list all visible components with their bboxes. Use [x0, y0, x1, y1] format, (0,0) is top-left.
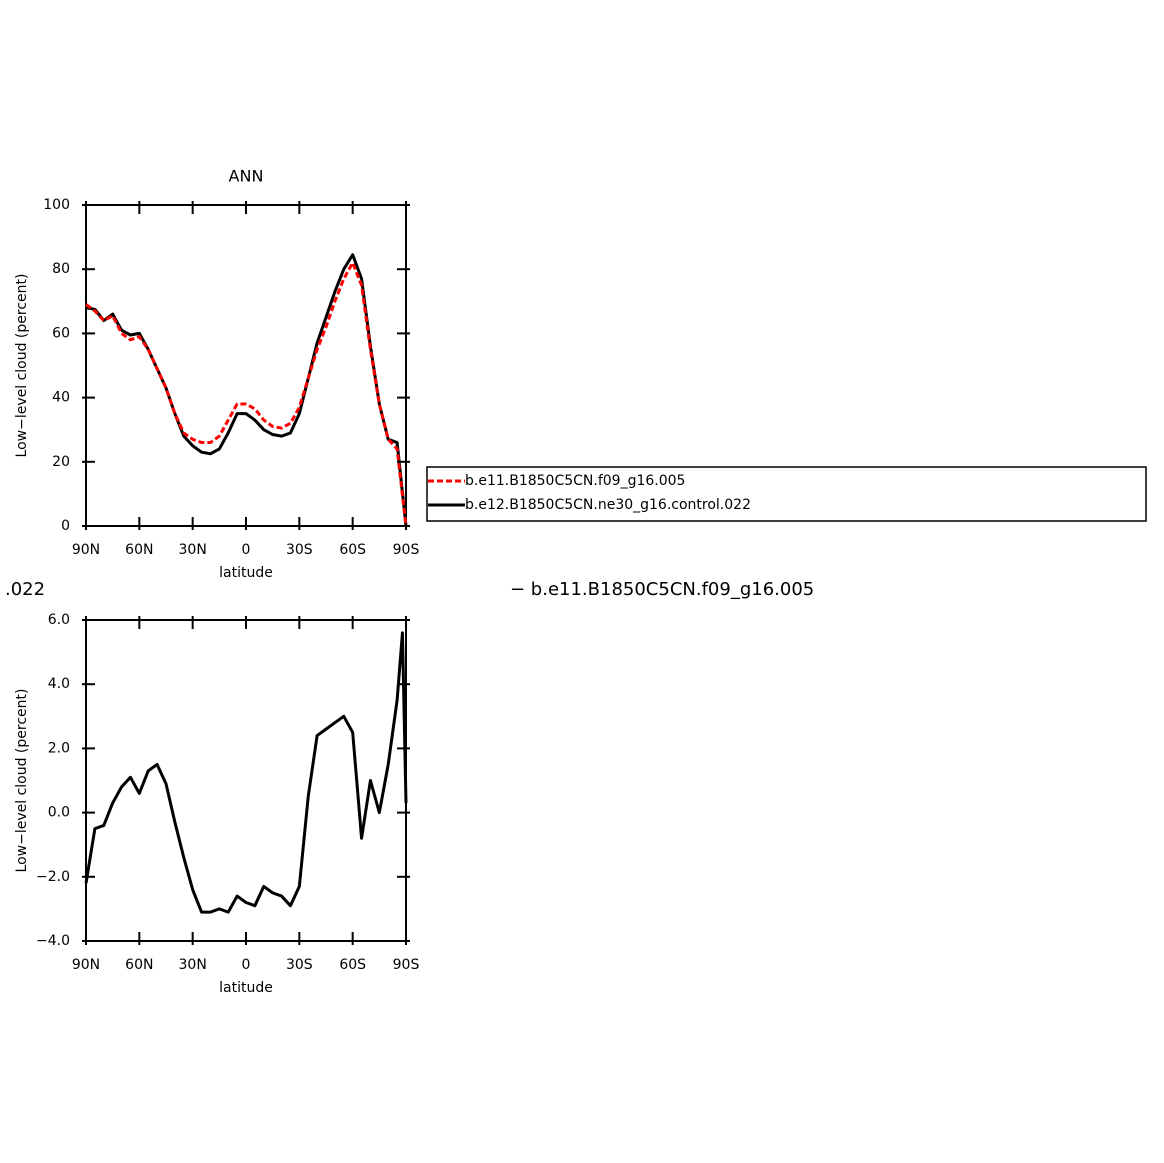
chart-title: .022	[5, 579, 45, 600]
y-tick-label: 4.0	[48, 676, 70, 692]
x-tick-label: 0	[242, 542, 251, 558]
x-tick-label: 60S	[339, 542, 366, 558]
line	[85, 253, 408, 527]
x-tick-label: 0	[242, 957, 251, 973]
y-tick-label: 100	[43, 197, 70, 213]
y-tick-label: 80	[52, 261, 70, 277]
y-tick-label: 60	[52, 325, 70, 341]
x-tick-label: 60S	[339, 957, 366, 973]
x-tick-label: 30S	[286, 542, 313, 558]
x-tick-label: 30S	[286, 957, 313, 973]
x-tick-label: 90N	[72, 542, 100, 558]
chart-title: − b.e11.B1850C5CN.f09_g16.005	[510, 579, 814, 600]
x-tick-label: 90S	[393, 542, 420, 558]
x-tick-label: 60N	[125, 957, 153, 973]
line	[85, 261, 408, 527]
x-tick-label: 60N	[125, 542, 153, 558]
y-tick-label: 0.0	[48, 805, 70, 821]
legend-label: b.e11.B1850C5CN.f09_g16.005	[465, 473, 685, 489]
x-axis-label: latitude	[219, 565, 273, 581]
y-tick-label: 0	[61, 518, 70, 534]
legend-box	[426, 466, 1147, 522]
y-tick-label: 40	[52, 390, 70, 406]
x-tick-label: 90N	[72, 957, 100, 973]
chart-title: ANN	[229, 167, 264, 186]
plot-frame	[85, 204, 407, 527]
y-tick-label: −4.0	[36, 933, 70, 949]
y-tick-label: 2.0	[48, 740, 70, 756]
x-axis-label: latitude	[219, 980, 273, 996]
y-axis-label: Low−level cloud (percent)	[14, 689, 30, 873]
y-axis-label: Low−level cloud (percent)	[14, 274, 30, 458]
y-tick-label: 20	[52, 454, 70, 470]
y-tick-label: 6.0	[48, 612, 70, 628]
legend-label: b.e12.B1850C5CN.ne30_g16.control.022	[465, 497, 751, 513]
y-tick-label: −2.0	[36, 869, 70, 885]
line	[84, 631, 408, 914]
x-tick-label: 30N	[179, 542, 207, 558]
x-tick-label: 30N	[179, 957, 207, 973]
x-tick-label: 90S	[393, 957, 420, 973]
